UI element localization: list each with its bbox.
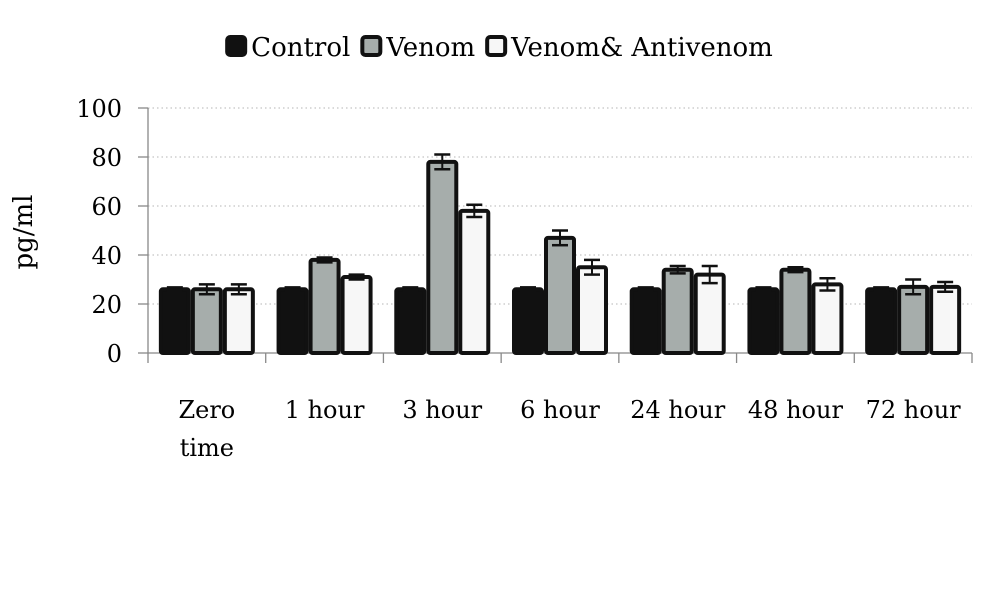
bar-control <box>865 287 898 355</box>
x-tick-label: Zero <box>178 396 235 424</box>
x-tick-label: 72 hour <box>866 396 962 424</box>
y-tick-labels: 0 20 40 60 80 100 <box>76 95 122 368</box>
bar-venom-antivenom <box>576 265 608 355</box>
x-tick-label: 24 hour <box>630 396 726 424</box>
bar-venom <box>897 284 930 356</box>
legend-label: Control <box>251 33 350 63</box>
y-tick-label: 80 <box>91 144 122 172</box>
bar-control <box>276 287 309 355</box>
y-tick-label: 20 <box>91 291 122 319</box>
y-tick-label: 100 <box>76 95 122 123</box>
chart-error-bars <box>166 153 954 296</box>
y-tick-label: 0 <box>107 340 122 368</box>
chart-bars <box>158 159 962 356</box>
x-tick-label: 48 hour <box>748 396 844 424</box>
bar-venom-antivenom <box>458 208 491 355</box>
legend-label: Venom& Antivenom <box>510 33 773 63</box>
legend-swatch <box>225 35 248 57</box>
bar-venom-antivenom <box>340 275 373 355</box>
bar-venom-antivenom <box>811 282 844 355</box>
bar-venom-antivenom <box>693 272 726 356</box>
y-tick-label: 40 <box>91 242 122 270</box>
x-tick-label: 6 hour <box>520 396 600 424</box>
bar-venom <box>308 257 341 355</box>
x-tick-label: time <box>180 434 234 462</box>
bar-control <box>629 287 662 355</box>
y-tick-label: 60 <box>91 193 122 221</box>
bar-venom-antivenom <box>929 284 962 356</box>
y-axis-label: pg/ml <box>9 194 39 269</box>
chart-legend: Control Venom Venom& Antivenom <box>225 33 773 63</box>
bar-control <box>512 287 544 355</box>
x-tick-labels: Zero time 1 hour 3 hour 6 hour 24 hour 48 hour… <box>178 396 961 462</box>
legend-swatch <box>360 35 383 57</box>
legend-label: Venom <box>385 33 475 63</box>
bar-venom <box>661 267 694 356</box>
x-tick-label: 3 hour <box>402 396 482 424</box>
x-tick-label: 1 hour <box>285 396 365 424</box>
bar-venom-antivenom <box>222 287 255 355</box>
bar-venom <box>779 267 812 356</box>
bar-control <box>747 287 780 355</box>
bar-venom <box>426 159 459 355</box>
bar-venom <box>190 287 223 355</box>
bar-control <box>158 287 191 355</box>
bar-venom <box>544 235 576 356</box>
legend-swatch <box>485 35 508 57</box>
bar-control <box>394 287 427 355</box>
